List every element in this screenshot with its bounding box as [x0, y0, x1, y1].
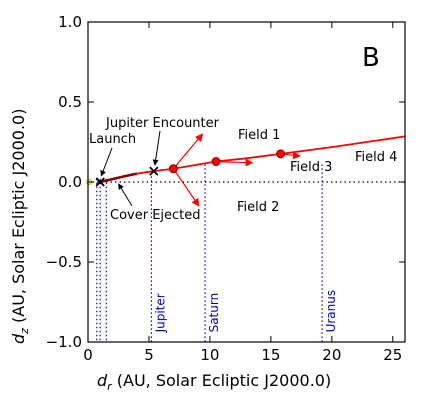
- data-layer: Field 1 Field 2 Field 3 Field 4 LaunchJupite…: [86, 116, 406, 223]
- field-marker-1: [168, 164, 178, 174]
- field-marker-3: [276, 149, 286, 159]
- cover-ejected-label: Cover Ejected: [110, 208, 201, 223]
- x-axis-label: dr (AU, Solar Ecliptic J2000.0): [97, 371, 331, 393]
- y-axis-label-text: (AU, Solar Ecliptic J2000.0): [9, 109, 28, 329]
- launch-marker: [95, 177, 105, 187]
- x-tick-label-0: 0: [83, 346, 93, 364]
- field-4-label: Field 4: [355, 150, 397, 165]
- y-tick-label-0: −1.0: [46, 333, 82, 351]
- x-tick-label-4: 20: [322, 346, 341, 364]
- x-axis-label-text: (AU, Solar Ecliptic J2000.0): [112, 371, 332, 390]
- panel-label: B: [362, 43, 380, 73]
- x-tick-label-3: 15: [261, 346, 280, 364]
- orbit-label-uranus: Uranus: [324, 290, 338, 333]
- cover-ejected-arrow: [118, 183, 133, 207]
- field-2-label: Field 2: [237, 200, 279, 215]
- field-2-arrow: [172, 168, 200, 207]
- trajectory-early-segment: [99, 172, 138, 184]
- x-axis-label-subscript: r: [107, 380, 113, 393]
- launch-marker-stroke-b: [95, 177, 105, 187]
- reference-lines: Jupiter Saturn Uranus: [88, 164, 405, 342]
- x-tick-label-2: 10: [200, 346, 219, 364]
- orbit-label-jupiter: Jupiter: [153, 293, 167, 333]
- x-tick-label-5: 25: [383, 346, 402, 364]
- x-axis-label-symbol: d: [97, 371, 108, 390]
- x-tick-label-1: 5: [144, 346, 154, 364]
- field-1-label: Field 1: [238, 128, 280, 143]
- ticks: 0 5 10 15 20 25 −1.0 −0.5 0.0 0.5 1.0: [46, 13, 405, 364]
- field-3-arrow: [215, 158, 254, 167]
- y-axis-label-symbol: d: [9, 333, 28, 344]
- launch-arrow: [100, 147, 113, 177]
- y-tick-label-1: −0.5: [46, 253, 82, 271]
- y-tick-label-2: 0.0: [58, 173, 82, 191]
- jupiter-encounter-label: Jupiter Encounter: [105, 116, 220, 131]
- y-axis-label-subscript: z: [18, 328, 31, 335]
- jupiter-encounter-marker-stroke-b: [149, 166, 159, 176]
- y-axis-label: dz (AU, Solar Ecliptic J2000.0): [9, 109, 31, 344]
- field-1-arrow: [172, 133, 204, 170]
- launch-label: Launch: [89, 132, 136, 147]
- y-tick-label-3: 0.5: [58, 93, 82, 111]
- jupiter-encounter-marker: [149, 166, 159, 176]
- orbit-label-saturn: Saturn: [207, 293, 221, 333]
- y-tick-label-4: 1.0: [58, 13, 82, 31]
- field-3-label: Field 3: [290, 160, 332, 175]
- field-marker-2: [211, 157, 221, 167]
- jupiter-encounter-arrow: [152, 130, 161, 166]
